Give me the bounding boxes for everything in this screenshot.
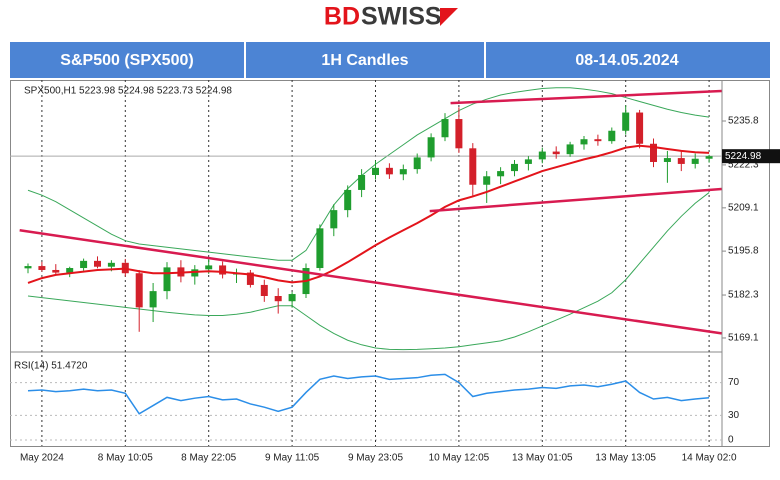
x-tick-label: 13 May 01:05 <box>512 453 573 464</box>
x-tick-label: 13 May 13:05 <box>595 453 656 464</box>
rsi-legend: RSI(14) 51.4720 <box>14 361 88 372</box>
candle-body <box>80 260 88 269</box>
candle-body <box>24 266 32 269</box>
candle-body <box>455 119 463 149</box>
candle-body <box>705 156 713 159</box>
candle-body <box>316 228 324 269</box>
candle-body <box>94 260 101 267</box>
price-tag <box>722 149 780 164</box>
candle-body <box>608 130 616 142</box>
candle-body <box>594 139 602 142</box>
trend-line <box>450 89 722 105</box>
candle-body <box>52 269 60 273</box>
candle-body <box>691 158 699 164</box>
chart-frame <box>10 80 770 447</box>
candle-body <box>566 144 574 155</box>
lower-band <box>27 192 710 351</box>
candle-body <box>330 210 338 229</box>
candle-body <box>399 169 407 175</box>
candle-body <box>524 159 532 164</box>
candle-body <box>413 157 421 170</box>
rsi-tick-label: 30 <box>728 410 740 421</box>
candle-body <box>663 158 671 162</box>
candle-body <box>260 284 268 296</box>
y-tick-label: 5235.8 <box>728 116 759 127</box>
trend-line <box>429 187 722 213</box>
rsi-tick-label: 70 <box>728 377 740 388</box>
candle-body <box>372 167 379 175</box>
candle-body <box>469 148 477 185</box>
y-tick-label: 5222.3 <box>728 160 759 171</box>
candle-body <box>66 268 74 273</box>
y-tick-label: 5182.3 <box>728 290 759 301</box>
candle-body <box>107 262 115 267</box>
candle-body <box>205 265 213 270</box>
candle-body <box>538 151 546 160</box>
candle-body <box>580 139 588 145</box>
candle-body <box>636 112 644 144</box>
candle-body <box>427 137 435 158</box>
title-cell: 1H Candles <box>321 52 408 69</box>
candle-body <box>344 189 352 211</box>
candle-body <box>358 174 366 190</box>
title-bar <box>10 42 770 78</box>
candle-body <box>163 267 171 292</box>
price-tag-label: 5224.98 <box>725 151 762 162</box>
y-tick-label: 5209.1 <box>728 202 759 213</box>
x-tick-label: 9 May 11:05 <box>265 453 320 464</box>
x-tick-label: 8 May 22:05 <box>181 453 236 464</box>
title-cell: 08-14.05.2024 <box>575 52 678 69</box>
logo-right: SWISS <box>361 3 442 31</box>
upper-band <box>27 87 710 261</box>
logo-icon <box>440 8 458 26</box>
candle-body <box>38 266 46 270</box>
candle-body <box>483 176 491 185</box>
candle-body <box>622 112 630 131</box>
candle-body <box>552 151 560 155</box>
y-tick-label: 5195.8 <box>728 246 759 257</box>
x-tick-label: 9 May 23:05 <box>348 453 403 464</box>
candle-body <box>385 167 393 175</box>
x-tick-label: 10 May 12:05 <box>429 453 490 464</box>
moving-average <box>27 144 710 284</box>
candle-body <box>219 265 227 275</box>
candle-body <box>677 158 685 164</box>
trend-line <box>19 229 722 335</box>
x-tick-label: May 2024 <box>20 453 64 464</box>
candle-body <box>246 272 254 285</box>
logo-left: BD <box>324 3 360 31</box>
candle-body <box>497 171 505 177</box>
candle-body <box>441 119 449 138</box>
candle-body <box>135 273 143 308</box>
x-tick-label: 8 May 10:05 <box>98 453 153 464</box>
candle-body <box>288 294 296 302</box>
candle-body <box>274 296 282 302</box>
rsi-tick-label: 0 <box>728 435 734 446</box>
candle-body <box>149 291 157 308</box>
x-tick-label: 14 May 02:0 <box>682 453 737 464</box>
chart-legend: SPX500,H1 5223.98 5224.98 5223.73 5224.9… <box>24 86 232 97</box>
candle-body <box>650 143 657 162</box>
candle-body <box>511 163 518 172</box>
y-tick-label: 5169.1 <box>728 333 759 344</box>
title-cell: S&P500 (SPX500) <box>60 52 193 69</box>
rsi-line <box>27 373 710 415</box>
